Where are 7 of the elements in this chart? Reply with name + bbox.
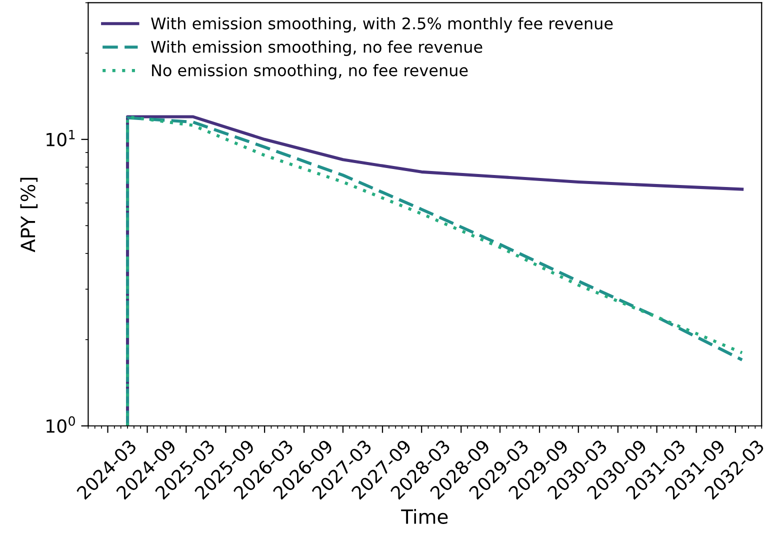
y-tick-label: 10$^{1}$ xyxy=(46,130,75,146)
y-axis-title: APY [%] xyxy=(20,178,38,252)
legend-label: No emission smoothing, no fee revenue xyxy=(152,64,468,80)
legend-label: With emission smoothing, no fee revenue xyxy=(151,40,482,56)
legend-label: With emission smoothing, with 2.5% monthly fee revenue xyxy=(151,17,613,33)
x-axis-title: Time xyxy=(401,508,448,524)
y-tick-label: 10$^{0}$ xyxy=(46,416,75,433)
